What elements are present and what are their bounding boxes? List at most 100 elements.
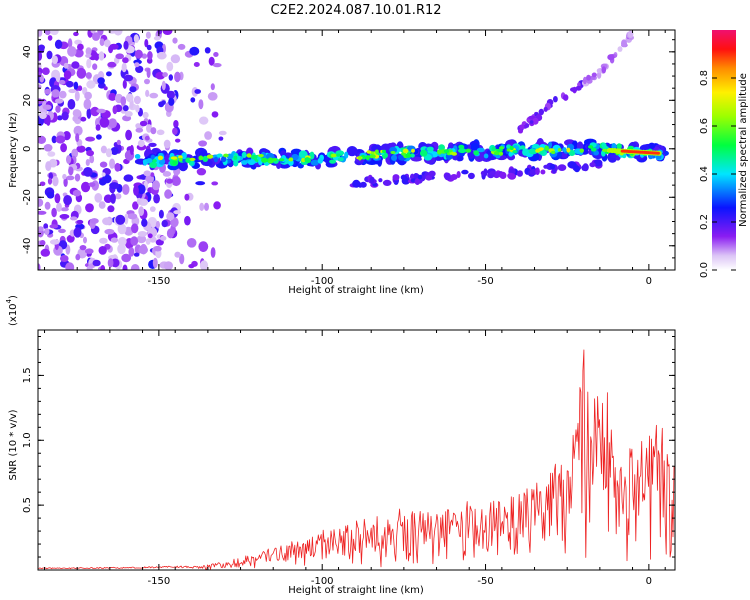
noise-blob — [168, 97, 175, 106]
noise-blob — [133, 95, 141, 105]
noise-blob — [156, 129, 165, 136]
main-track-blob — [561, 152, 568, 159]
lower-branch-blob — [378, 178, 383, 183]
noise-blob — [66, 155, 72, 164]
main-track-core — [544, 145, 549, 151]
main-track-blob — [532, 143, 540, 150]
noise-blob — [38, 51, 43, 61]
noise-blob — [179, 253, 185, 265]
main-track-core — [551, 150, 556, 154]
main-track-core — [491, 146, 496, 152]
lower-branch-blob — [450, 174, 458, 180]
noise-blob — [162, 171, 172, 177]
noise-blob — [149, 92, 159, 99]
noise-blob — [44, 30, 52, 36]
main-track-blob — [202, 155, 209, 162]
main-track-core — [261, 157, 268, 163]
noise-blob — [90, 106, 100, 117]
noise-blob — [106, 71, 112, 77]
noise-blob — [55, 135, 66, 144]
noise-blob — [109, 182, 120, 190]
noise-blob — [199, 260, 209, 270]
noise-blob — [149, 206, 156, 212]
noise-blob — [54, 193, 61, 204]
noise-blob — [121, 62, 127, 73]
noise-blob — [54, 39, 63, 49]
noise-blob — [122, 57, 129, 64]
noise-blob — [139, 120, 148, 127]
noise-blob — [144, 39, 149, 48]
x-tick-label: -150 — [148, 276, 171, 287]
noise-blob — [73, 81, 79, 90]
noise-blob — [145, 31, 151, 39]
noise-blob — [129, 144, 134, 156]
noise-blob — [125, 129, 132, 141]
noise-blob — [204, 47, 211, 54]
noise-blob — [212, 63, 222, 68]
noise-blob — [42, 67, 50, 75]
colorbar-gradient — [712, 30, 736, 270]
main-track-blob — [346, 146, 358, 157]
noise-blob — [58, 228, 66, 234]
noise-blob — [38, 30, 43, 37]
upper-branch-blob — [519, 124, 525, 130]
noise-blob — [186, 238, 197, 248]
noise-blob — [43, 223, 49, 230]
noise-blob — [99, 38, 105, 46]
noise-blob — [85, 203, 94, 213]
noise-blob — [133, 252, 140, 257]
noise-blob — [141, 218, 148, 227]
noise-blob — [68, 166, 74, 176]
lower-branch-blob — [360, 181, 367, 188]
lower-branch-blob — [461, 169, 469, 175]
main-track-blob — [426, 146, 434, 152]
noise-blob — [166, 61, 174, 72]
svg-text:(x104): (x104) — [5, 295, 19, 326]
noise-blob — [172, 37, 178, 44]
noise-blob — [115, 53, 124, 60]
main-track-blob — [250, 154, 258, 160]
noise-blob — [130, 236, 139, 246]
main-track-core — [206, 154, 214, 159]
upper-branch-blob — [601, 66, 607, 74]
noise-blob — [162, 72, 168, 78]
y-tick-label: 40 — [22, 45, 33, 58]
main-track-core — [494, 151, 500, 156]
main-track-blob — [146, 158, 153, 164]
noise-blob — [103, 194, 113, 203]
noise-blob — [76, 219, 84, 225]
noise-blob — [66, 175, 75, 181]
noise-blob — [114, 162, 121, 172]
noise-blob — [103, 86, 108, 91]
noise-blob — [85, 248, 94, 254]
main-track-blob — [568, 149, 576, 156]
noise-blob — [127, 213, 138, 220]
noise-blob — [72, 109, 81, 118]
main-track-blob — [329, 159, 337, 164]
lower-branch-blob — [369, 176, 375, 184]
noise-blob — [166, 228, 175, 239]
noise-blob — [47, 177, 53, 185]
main-track-blob — [420, 149, 428, 157]
y-tick-label: -40 — [22, 238, 33, 254]
noise-blob — [60, 207, 69, 212]
noise-blob — [166, 178, 174, 184]
noise-blob — [81, 181, 91, 193]
upper-branch-blob — [582, 76, 587, 85]
noise-blob — [116, 139, 121, 146]
noise-blob — [67, 99, 76, 110]
y-tick-label: 1.5 — [22, 367, 33, 383]
noise-blob — [38, 226, 44, 232]
noise-blob — [146, 68, 151, 79]
x-tick-label: 0 — [646, 276, 652, 287]
noise-blob — [79, 245, 87, 251]
upper-branch-blob — [621, 39, 627, 47]
colorbar-label: Normalized spectral amplitude — [738, 73, 749, 227]
noise-blob — [90, 218, 99, 224]
main-track-blob — [476, 147, 485, 153]
noise-blob — [189, 46, 200, 56]
noise-blob — [213, 52, 219, 57]
noise-blob — [196, 168, 207, 176]
noise-blob — [148, 142, 157, 147]
main-track-blob — [134, 154, 141, 159]
